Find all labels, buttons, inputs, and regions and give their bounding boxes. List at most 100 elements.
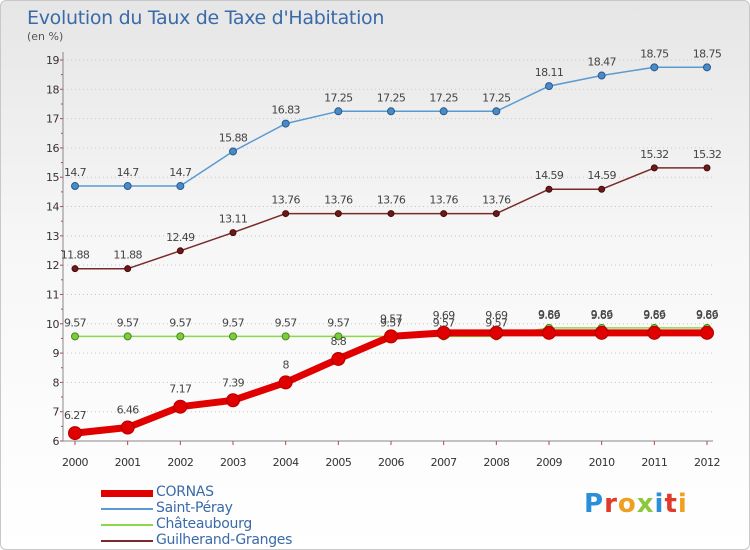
data-point-cornas: [278, 375, 293, 390]
data-label-guilherand-granges: 13.76: [324, 194, 353, 207]
data-label-saint-peray: 15.88: [219, 131, 248, 144]
data-label-guilherand-granges: 15.32: [640, 148, 669, 161]
data-label-cornas: 9.69: [485, 309, 508, 322]
x-tick-label: 2000: [62, 456, 88, 469]
data-label-chateaubourg: 9.57: [485, 316, 508, 329]
data-point-cornas: [384, 329, 398, 344]
data-label-chateaubourg: 9.57: [275, 316, 298, 329]
legend-swatch-cornas: [101, 490, 153, 497]
data-label-chateaubourg: 9.57: [327, 316, 350, 329]
y-tick-label: 18: [46, 83, 59, 96]
x-tick-label: 2012: [694, 456, 720, 469]
data-point-chateaubourg: [176, 332, 185, 341]
data-label-cornas: 7.17: [169, 383, 192, 396]
y-axis-unit: (en %): [27, 30, 64, 43]
x-tick-label: 2005: [325, 456, 351, 469]
data-label-chateaubourg: 9.86: [696, 308, 719, 321]
data-point-guilherand-granges: [492, 210, 500, 218]
data-label-saint-peray: 18.75: [640, 47, 669, 60]
legend-swatch-saint-peray: [101, 508, 153, 510]
data-point-cornas: [226, 393, 240, 408]
x-tick-label: 2009: [536, 456, 562, 469]
data-point-cornas: [120, 420, 135, 435]
x-tick-label: 2007: [431, 456, 457, 469]
data-point-chateaubourg: [334, 332, 343, 341]
y-tick-label: 8: [53, 376, 60, 389]
legend-label-guilherand-granges: Guilherand-Granges: [156, 532, 293, 548]
data-point-guilherand-granges: [176, 247, 184, 255]
data-label-saint-peray: 18.75: [693, 47, 722, 60]
legend-swatch-guilherand-granges: [101, 540, 153, 542]
data-label-guilherand-granges: 14.59: [587, 169, 616, 182]
legend-swatch-chateaubourg: [101, 524, 153, 526]
x-tick-label: 2010: [589, 456, 615, 469]
series-line-guilherand-granges: [74, 167, 708, 270]
data-point-cornas: [436, 325, 451, 340]
x-tick-label: 2008: [483, 456, 509, 469]
data-point-guilherand-granges: [124, 265, 132, 273]
data-label-chateaubourg: 9.57: [433, 316, 456, 329]
data-point-guilherand-granges: [440, 210, 448, 218]
data-label-guilherand-granges: 12.49: [166, 231, 195, 244]
data-label-guilherand-granges: 13.76: [482, 194, 511, 207]
legend-label-cornas: CORNAS: [156, 484, 214, 500]
data-point-saint-peray: [439, 107, 448, 116]
x-tick-label: 2001: [115, 456, 141, 469]
y-tick-label: 11: [46, 288, 59, 301]
data-label-saint-peray: 17.25: [482, 91, 511, 104]
data-point-guilherand-granges: [650, 164, 658, 172]
data-label-chateaubourg: 9.57: [222, 316, 245, 329]
x-tick-label: 2006: [378, 456, 404, 469]
data-label-saint-peray: 14.7: [64, 166, 87, 179]
data-label-chateaubourg: 9.86: [538, 308, 561, 321]
data-point-guilherand-granges: [387, 210, 395, 218]
data-point-saint-peray: [703, 63, 711, 72]
data-point-cornas: [331, 351, 346, 366]
data-label-cornas: 9.57: [380, 312, 403, 325]
legend-label-chateaubourg: Châteaubourg: [156, 516, 252, 532]
data-point-chateaubourg: [123, 332, 132, 341]
data-label-cornas: 6.46: [117, 404, 140, 417]
data-label-guilherand-granges: 14.59: [535, 169, 564, 182]
y-tick-label: 15: [46, 171, 59, 184]
data-label-guilherand-granges: 11.88: [61, 249, 90, 262]
y-tick-label: 16: [46, 142, 59, 155]
y-tick-label: 19: [46, 54, 59, 67]
data-label-cornas: 9.69: [433, 309, 456, 322]
data-label-cornas: 9.69: [696, 309, 719, 322]
y-tick-label: 7: [53, 406, 60, 419]
data-point-cornas: [173, 399, 188, 414]
y-tick-label: 12: [46, 259, 59, 272]
y-tick-label: 10: [46, 318, 59, 331]
data-label-chateaubourg: 9.57: [64, 316, 87, 329]
data-point-chateaubourg: [229, 332, 237, 341]
x-tick-label: 2004: [273, 456, 299, 469]
data-label-guilherand-granges: 13.76: [271, 194, 300, 207]
data-point-saint-peray: [492, 107, 501, 116]
data-label-chateaubourg: 9.57: [117, 316, 140, 329]
data-point-cornas: [700, 325, 714, 340]
data-label-cornas: 9.69: [591, 309, 614, 322]
data-point-guilherand-granges: [282, 210, 290, 218]
data-point-saint-peray: [387, 107, 395, 116]
legend-label-saint-peray: Saint-Péray: [156, 500, 233, 516]
data-label-saint-peray: 18.47: [587, 56, 616, 69]
y-tick-label: 13: [46, 230, 59, 243]
data-label-cornas: 7.39: [222, 376, 245, 389]
data-label-saint-peray: 14.7: [169, 166, 192, 179]
data-label-cornas: 8: [282, 358, 289, 371]
data-point-cornas: [68, 426, 82, 441]
data-label-saint-peray: 17.25: [429, 91, 458, 104]
data-point-guilherand-granges: [334, 210, 342, 218]
y-tick-label: 6: [53, 435, 60, 448]
data-label-chateaubourg: 9.86: [643, 308, 666, 321]
data-point-cornas: [489, 325, 504, 340]
data-point-chateaubourg: [71, 332, 79, 341]
data-label-chateaubourg: 9.86: [591, 308, 614, 321]
data-point-saint-peray: [334, 107, 343, 116]
data-label-cornas: 6.27: [64, 409, 87, 422]
x-tick-label: 2002: [167, 456, 193, 469]
data-label-guilherand-granges: 13.76: [429, 194, 458, 207]
x-tick-label: 2003: [220, 456, 246, 469]
